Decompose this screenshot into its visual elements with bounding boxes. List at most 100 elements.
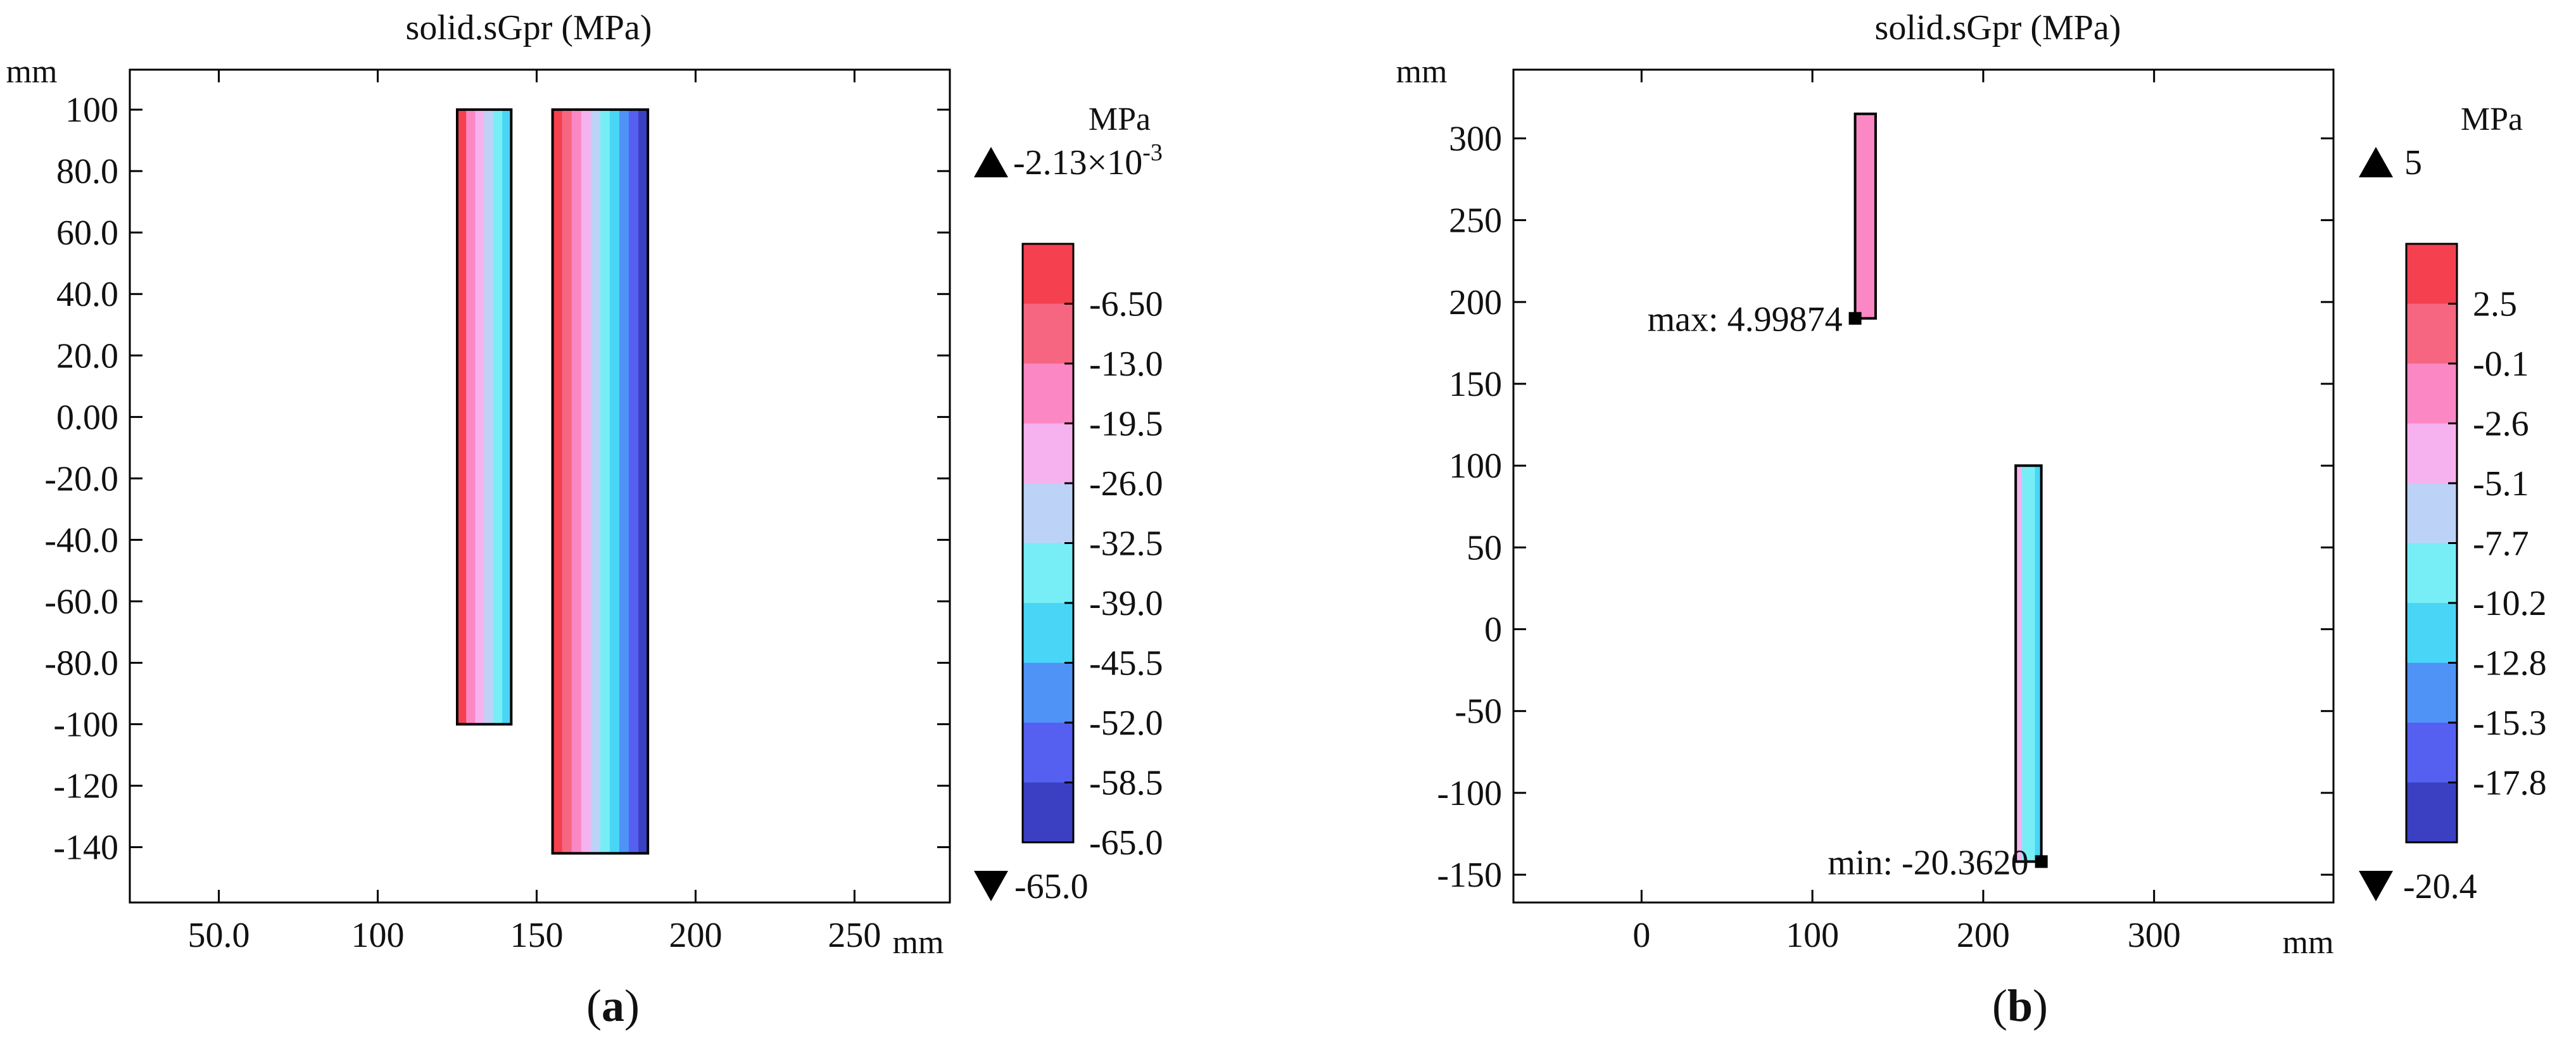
panel-a-colorbar-unit: MPa <box>1089 101 1151 137</box>
colorbar-swatch <box>1023 782 1073 843</box>
contour-band <box>1865 113 1871 319</box>
panel-a-colorbar-swatches <box>1021 243 1075 844</box>
contour-band <box>457 110 467 725</box>
y-tick-label: 80.0 <box>56 152 118 191</box>
contour-band <box>1870 113 1876 319</box>
left-column-outline <box>455 108 513 726</box>
colorbar-tick-label: -2.6 <box>2473 405 2529 444</box>
panel-b-caption: (b) <box>1992 980 2048 1031</box>
contour-band <box>1855 113 1861 319</box>
contour-band <box>552 110 563 854</box>
colorbar-tick-label: -26.0 <box>1089 464 1163 504</box>
contour-band <box>562 110 572 854</box>
contour-band <box>502 110 512 725</box>
panel-b-colorbar-max-label: 5 <box>2404 143 2422 182</box>
colorbar-tick-label: -58.5 <box>1089 764 1163 803</box>
y-tick-label: 40.0 <box>56 275 118 314</box>
colorbar-tick-label: -19.5 <box>1089 405 1163 444</box>
panel-a-max-triangle-icon <box>974 147 1008 177</box>
panel-b-colorbar-unit: MPa <box>2461 101 2523 137</box>
y-tick-label: 200 <box>1449 283 1502 322</box>
y-tick-label: -120 <box>53 767 118 806</box>
contour-band <box>638 110 648 854</box>
panel-a-title: solid.sGpr (MPa) <box>406 8 652 48</box>
colorbar-tick-label: -0.1 <box>2473 345 2529 384</box>
contour-band <box>475 110 485 725</box>
right-column <box>551 108 650 855</box>
panel-a-colorbar: MPa -2.13×10-3 -6.50 -13.0 -19.5 -26.0 -32.5… <box>974 101 1163 906</box>
max-marker <box>1848 312 1862 325</box>
panel-a: solid.sGpr (MPa) mm mm 50.0 100 150 200 250 1… <box>6 8 1163 1031</box>
colorbar-swatch <box>2406 723 2457 783</box>
colorbar-tick-label: -65.0 <box>1089 823 1163 863</box>
colorbar-swatch <box>2406 543 2457 604</box>
min-label: min: -20.3620 <box>1828 843 2028 882</box>
contour-band <box>571 110 582 854</box>
y-tick-label: 100 <box>1449 446 1502 486</box>
colorbar-swatch <box>1023 423 1073 484</box>
panel-b-max-triangle-icon <box>2359 147 2393 177</box>
x-tick-label: 200 <box>1957 916 2010 955</box>
contour-band <box>590 110 601 854</box>
y-tick-label: -100 <box>1437 774 1502 813</box>
y-tick-label: -100 <box>53 706 118 745</box>
y-tick-label: -80.0 <box>44 644 118 683</box>
colorbar-swatch <box>2406 364 2457 424</box>
y-tick-label: 150 <box>1449 365 1502 404</box>
lower-column-outline <box>2014 464 2043 863</box>
colorbar-tick-label: -17.8 <box>2473 764 2547 803</box>
contour-band <box>466 110 476 725</box>
contour-band <box>2022 466 2030 862</box>
panel-b-annotations: max: 4.99874 min: -20.3620 <box>1648 300 2048 882</box>
y-tick-label: -40.0 <box>44 521 118 560</box>
y-tick-label: 60.0 <box>56 213 118 253</box>
y-tick-label: 300 <box>1449 120 1502 159</box>
colorbar-tick-label: -39.0 <box>1089 584 1163 623</box>
panel-b-title: solid.sGpr (MPa) <box>1875 8 2121 48</box>
upper-column <box>1853 112 1877 320</box>
panel-b-colorbar: MPa 5 2.5 -0.1 -2.6 -5.1 -7.7 -10.2 -12.8 -15.3… <box>2359 101 2547 906</box>
panel-a-plot-frame <box>129 68 951 904</box>
colorbar-swatch <box>2406 483 2457 543</box>
x-tick-label: 100 <box>351 916 405 955</box>
contour-band <box>2016 466 2023 862</box>
contour-band <box>619 110 629 854</box>
colorbar-swatch <box>1023 303 1073 364</box>
contour-band <box>1860 113 1866 319</box>
contour-band <box>581 110 591 854</box>
panel-a-y-unit: mm <box>6 54 58 90</box>
panel-b-plot-content <box>1853 112 2043 863</box>
colorbar-swatch <box>2406 662 2457 723</box>
y-tick-label: 100 <box>65 91 118 130</box>
panel-b-colorbar-swatches <box>2405 243 2458 844</box>
colorbar-swatch <box>2406 423 2457 484</box>
y-tick-label: 250 <box>1449 201 1502 241</box>
panel-b-axes: 0 100 200 300 300 250 200 150 100 50 0 -50 -100 -150 <box>1437 70 2333 955</box>
panel-a-plot-content <box>455 108 650 855</box>
y-tick-label: 0.00 <box>56 398 118 437</box>
panel-b-y-unit: mm <box>1396 54 1448 90</box>
lower-column <box>2014 464 2043 863</box>
contour-band <box>2028 466 2036 862</box>
y-tick-label: 50 <box>1467 528 1502 567</box>
y-tick-label: -140 <box>53 828 118 868</box>
colorbar-swatch <box>1023 543 1073 604</box>
colorbar-tick-label: -12.8 <box>2473 644 2547 683</box>
panel-b-plot-frame <box>1512 68 2335 904</box>
colorbar-tick-label: -15.3 <box>2473 704 2547 743</box>
upper-column-outline <box>1853 112 1877 320</box>
x-tick-label: 100 <box>1786 916 1839 955</box>
y-tick-label: -20.0 <box>44 459 118 498</box>
panel-a-min-triangle-icon <box>974 871 1008 901</box>
y-tick-label: -150 <box>1437 856 1502 895</box>
contour-band <box>484 110 494 725</box>
panel-a-colorbar-min-label: -65.0 <box>1014 867 1089 906</box>
colorbar-swatch <box>2406 303 2457 364</box>
max-label: max: 4.99874 <box>1648 300 1843 339</box>
colorbar-tick-label: -10.2 <box>2473 584 2547 623</box>
colorbar-swatch <box>1023 244 1073 304</box>
panel-b-colorbar-ticks: 2.5 -0.1 -2.6 -5.1 -7.7 -10.2 -12.8 -15.3 -17.8 <box>2448 285 2547 803</box>
panel-b: solid.sGpr (MPa) mm mm 0 100 200 300 300 250 2… <box>1396 8 2547 1031</box>
colorbar-swatch <box>1023 662 1073 723</box>
colorbar-swatch <box>1023 723 1073 783</box>
